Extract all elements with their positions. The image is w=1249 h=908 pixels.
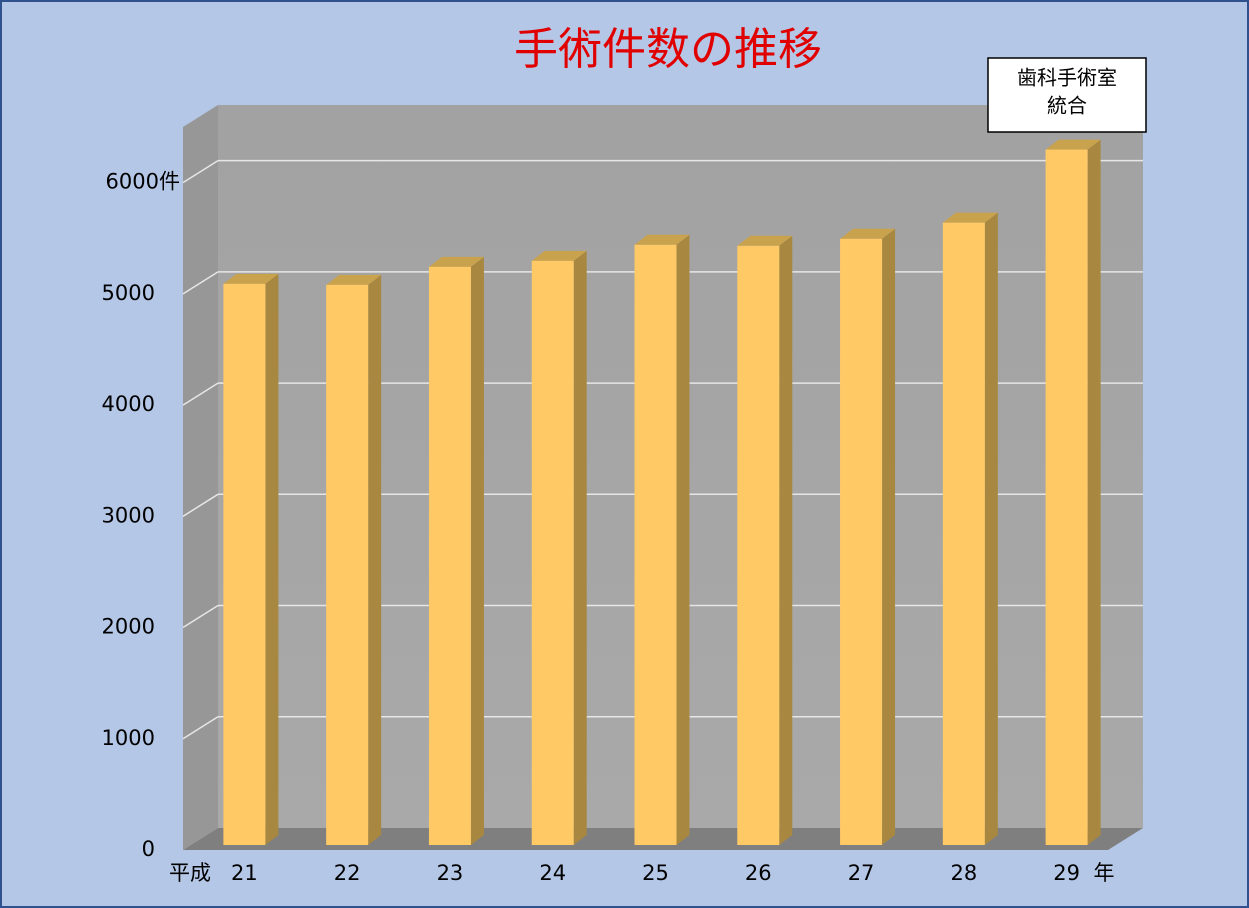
bar-side bbox=[368, 274, 382, 845]
y-tick-label: 0 bbox=[142, 837, 155, 861]
bar-side bbox=[573, 250, 587, 846]
x-tick-label: 25 bbox=[642, 861, 669, 885]
bar-top bbox=[737, 235, 793, 246]
grid-line bbox=[182, 493, 219, 517]
annotation: 統合 bbox=[1047, 94, 1087, 118]
bar-side bbox=[265, 273, 279, 845]
y-tick-label: 2000 bbox=[102, 615, 155, 639]
x-tick-label: 22 bbox=[334, 861, 361, 885]
bar bbox=[428, 266, 471, 845]
bar-side bbox=[676, 234, 690, 845]
x-tick-label: 28 bbox=[950, 861, 977, 885]
grid-line bbox=[182, 159, 219, 184]
bar-top bbox=[223, 273, 279, 284]
bar bbox=[840, 238, 883, 846]
x-tick-label: 29 bbox=[1053, 861, 1080, 885]
bar-top bbox=[428, 256, 484, 267]
y-tick-label: 3000 bbox=[102, 503, 155, 527]
y-tick-label: 5000 bbox=[102, 281, 155, 305]
bar-top bbox=[531, 250, 587, 261]
bar-side bbox=[779, 235, 793, 845]
bar bbox=[1045, 149, 1088, 846]
grid-line bbox=[182, 271, 219, 295]
bar-top bbox=[326, 274, 382, 285]
x-suffix: 年 bbox=[1094, 861, 1115, 885]
bar-side bbox=[470, 256, 484, 845]
x-tick-label: 27 bbox=[848, 861, 875, 885]
bar bbox=[737, 245, 780, 845]
y-tick-label: 1000 bbox=[102, 726, 155, 750]
x-tick-label: 24 bbox=[539, 861, 566, 885]
y-tick-label: 6000件 bbox=[106, 170, 180, 194]
bar bbox=[634, 244, 677, 845]
side-wall bbox=[183, 105, 218, 850]
x-prefix: 平成 bbox=[169, 861, 211, 885]
bar bbox=[942, 222, 985, 846]
grid-line bbox=[182, 604, 219, 629]
bar-side bbox=[882, 228, 896, 846]
x-tick-label: 26 bbox=[745, 861, 772, 885]
grid-line bbox=[182, 382, 219, 406]
grid-line bbox=[182, 716, 219, 740]
bar-side bbox=[1087, 139, 1101, 846]
bar-top bbox=[840, 228, 896, 239]
x-tick-label: 21 bbox=[231, 861, 258, 885]
annotation: 歯科手術室 bbox=[1017, 66, 1117, 90]
chart-title: 手術件数の推移 bbox=[514, 24, 822, 75]
bar-top bbox=[942, 212, 998, 223]
x-tick-label: 23 bbox=[437, 861, 464, 885]
bar bbox=[223, 283, 266, 845]
bar-side bbox=[984, 212, 998, 846]
y-tick-label: 4000 bbox=[102, 392, 155, 416]
bar-top bbox=[634, 234, 690, 245]
annotation-box bbox=[987, 57, 1147, 133]
bar bbox=[326, 284, 369, 845]
bar bbox=[531, 260, 574, 845]
bar-top bbox=[1045, 139, 1101, 150]
